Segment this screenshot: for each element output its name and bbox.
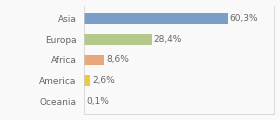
Bar [84,34,151,45]
Text: 2,6%: 2,6% [92,76,115,85]
Text: 0,1%: 0,1% [86,97,109,106]
Text: 60,3%: 60,3% [229,14,258,23]
Bar [84,13,228,24]
Bar [84,55,104,65]
Text: 28,4%: 28,4% [153,35,182,44]
Bar [84,75,90,86]
Text: 8,6%: 8,6% [106,55,129,64]
